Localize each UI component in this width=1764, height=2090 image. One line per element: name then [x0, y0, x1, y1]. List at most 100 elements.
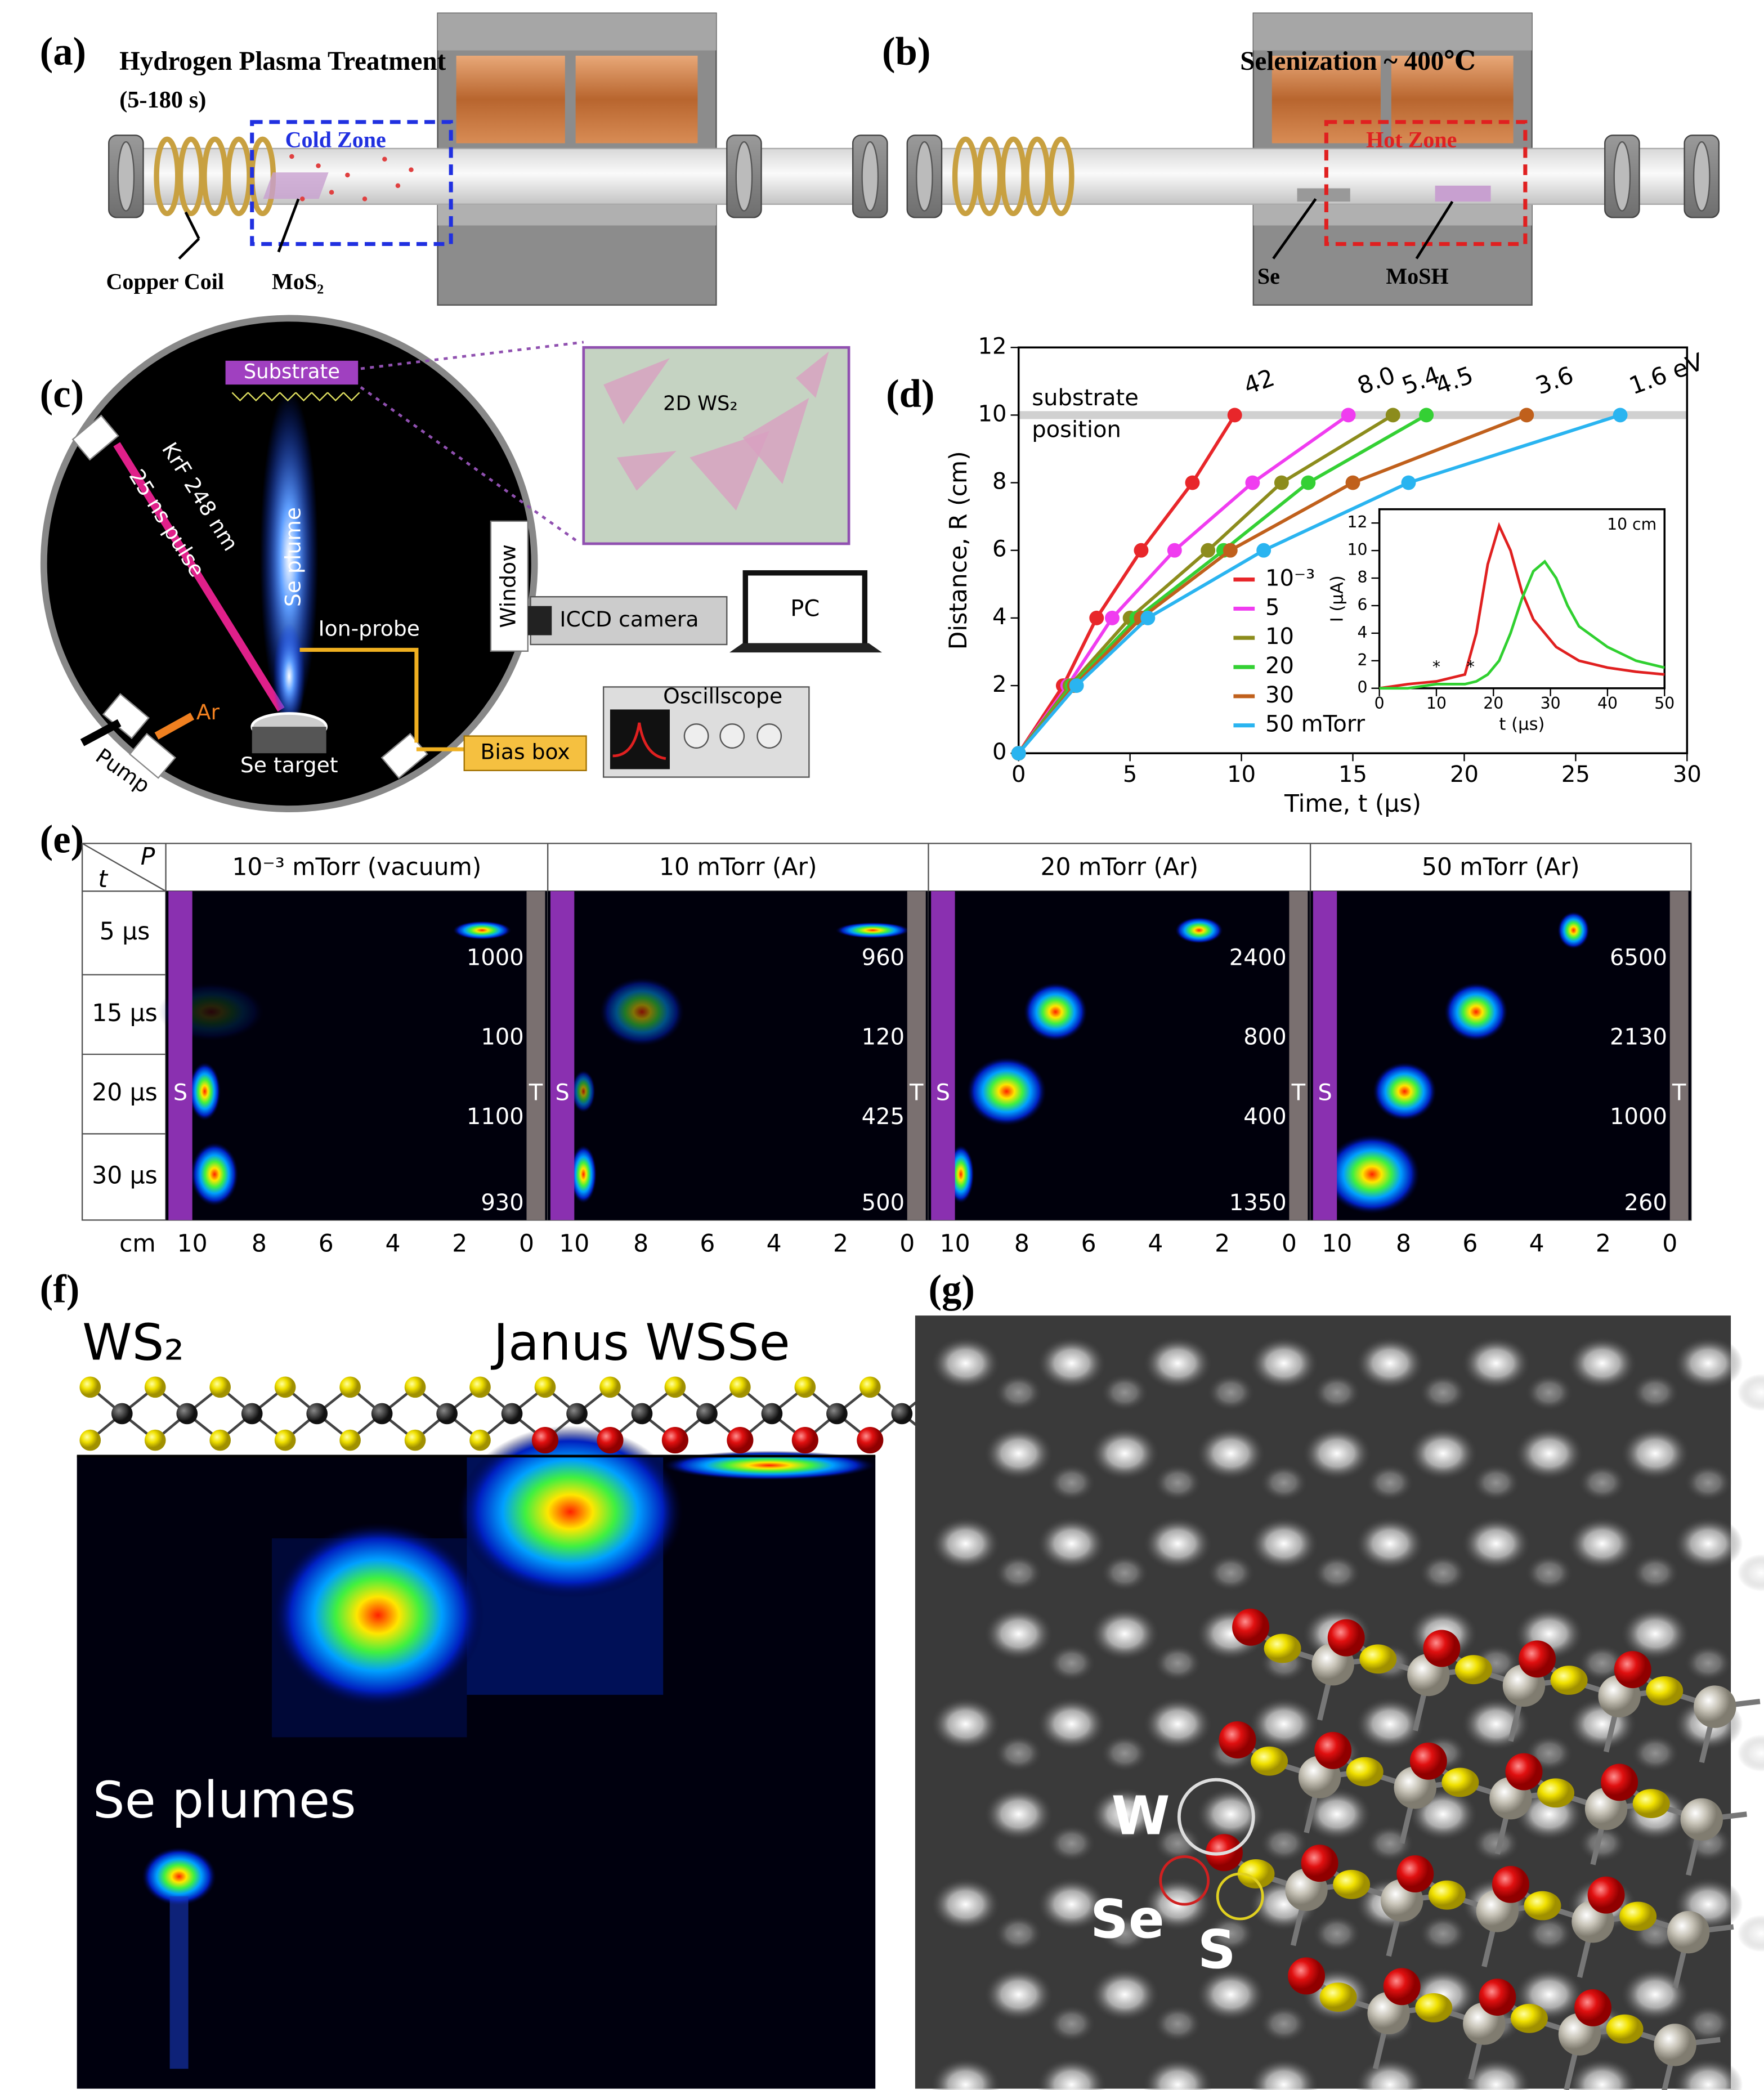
tungsten [306, 1403, 328, 1425]
pc-base [729, 643, 882, 653]
w-atom [1694, 1685, 1736, 1728]
atom-column-dim [1100, 1554, 1149, 1592]
atom-column [1196, 1427, 1265, 1480]
atom-column [1090, 1607, 1159, 1661]
knob [756, 723, 782, 749]
window [490, 520, 529, 652]
knob [719, 723, 745, 749]
cm-tick-label: 8 [252, 1230, 267, 1258]
flange-face [735, 141, 753, 212]
se-atom [1232, 1608, 1270, 1646]
atom-column [931, 1336, 1000, 1390]
scale-label: 400 [1243, 1104, 1286, 1130]
scale-label: 120 [862, 1024, 905, 1050]
atom-column-dim [995, 1734, 1043, 1772]
atom-column-dim [1047, 1824, 1096, 1862]
atom-column [1620, 1607, 1690, 1661]
s-atom [1454, 1655, 1492, 1685]
data-point [1134, 543, 1149, 558]
cm-tick-label: 6 [1462, 1230, 1478, 1258]
w-label: W [1112, 1785, 1170, 1847]
scale-label: 260 [1624, 1190, 1667, 1216]
x-axis-label: Time, t (μs) [1284, 790, 1421, 818]
atom-column [931, 1697, 1000, 1751]
atom-column [1196, 1968, 1265, 2021]
target-holder [252, 727, 326, 754]
panel-subtitle: (5-180 s) [119, 87, 206, 113]
cm-tick-label: 2 [452, 1230, 467, 1258]
sulfur-bottom [339, 1429, 361, 1451]
scale-label: 960 [862, 945, 905, 970]
panel-label: (f) [40, 1267, 80, 1311]
plume [1557, 911, 1590, 949]
atom-column-dim [1472, 1824, 1520, 1862]
legend-label: 20 [1265, 653, 1294, 679]
cm-tick-label: 6 [700, 1230, 715, 1258]
cm-tick-label: 8 [633, 1230, 648, 1258]
atom-column-dim [1313, 1915, 1361, 1952]
atom-column-dim [1578, 1824, 1626, 1862]
bond [1249, 1624, 1378, 1721]
atom-column-dim [1100, 1373, 1149, 1411]
row-label: 20 μs [92, 1079, 158, 1107]
film-atoms [279, 392, 297, 402]
atom-column-dim [1100, 1734, 1149, 1772]
flange-face [1613, 141, 1631, 212]
w-atom [1667, 1910, 1710, 1954]
atom-column [984, 1427, 1053, 1480]
plume [663, 1451, 876, 1480]
s-atom [1606, 2014, 1644, 2044]
series-line [1379, 522, 1665, 690]
plasma-dot [300, 196, 305, 202]
s-label: S [1198, 1919, 1236, 1981]
chalcogen-top [599, 1376, 621, 1398]
y-tick-label: 0 [992, 739, 1006, 765]
atom-column-dim [1684, 1464, 1732, 1501]
bond [1345, 1635, 1474, 1731]
atom-column [1461, 2058, 1531, 2090]
plasma-dot [345, 172, 350, 178]
bond [1535, 1657, 1665, 1753]
header-diagonal [82, 843, 167, 892]
probe-wire [299, 647, 464, 751]
atom-column [1090, 1968, 1159, 2021]
scale-label: 1350 [1229, 1190, 1287, 1216]
data-point [1140, 610, 1156, 625]
sample [1435, 185, 1491, 202]
y-tick-label: 6 [1357, 596, 1367, 614]
atom-column-dim [1366, 1464, 1414, 1501]
data-point [1069, 678, 1084, 693]
atom-column [1037, 1878, 1107, 1931]
atom-column-dim [1737, 1373, 1764, 1411]
bond [1427, 1758, 1556, 1855]
camera-label: ICCD camera [559, 607, 699, 632]
y-tick-label: 2 [1357, 651, 1367, 669]
target-mark: T [529, 1080, 543, 1106]
se-atom [1614, 1651, 1651, 1689]
s-atom [1428, 1880, 1466, 1910]
pump-arrow [80, 719, 122, 746]
atom-column [1568, 2058, 1637, 2090]
atom-column [1037, 1336, 1107, 1390]
y-tick-label: 8 [1357, 568, 1367, 587]
atom-column [1249, 2058, 1319, 2090]
atom-column [1090, 1787, 1159, 1841]
bond [1400, 1984, 1530, 2080]
scale-label: 1000 [467, 945, 524, 970]
legend-label: 5 [1265, 594, 1279, 620]
y-axis-label: Distance, R (cm) [945, 451, 973, 650]
selenium-boat [1297, 188, 1350, 202]
camera-body [530, 596, 728, 646]
atom-column [1461, 1517, 1531, 1570]
atom-column-dim [995, 1915, 1043, 1952]
zone-label: Cold Zone [285, 127, 386, 152]
flange-face [916, 141, 933, 212]
substrate-mark: S [936, 1080, 950, 1106]
tungsten [176, 1403, 198, 1425]
atom-column [1568, 1517, 1637, 1570]
ws2-flake [690, 431, 769, 511]
reference-label: position [1032, 417, 1121, 443]
atom-column-dim [1631, 1373, 1680, 1411]
s-atom [1619, 1901, 1657, 1931]
furnace-face [437, 13, 717, 51]
